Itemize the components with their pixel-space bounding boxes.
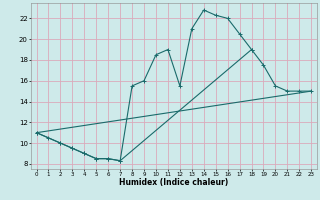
X-axis label: Humidex (Indice chaleur): Humidex (Indice chaleur) (119, 178, 228, 187)
